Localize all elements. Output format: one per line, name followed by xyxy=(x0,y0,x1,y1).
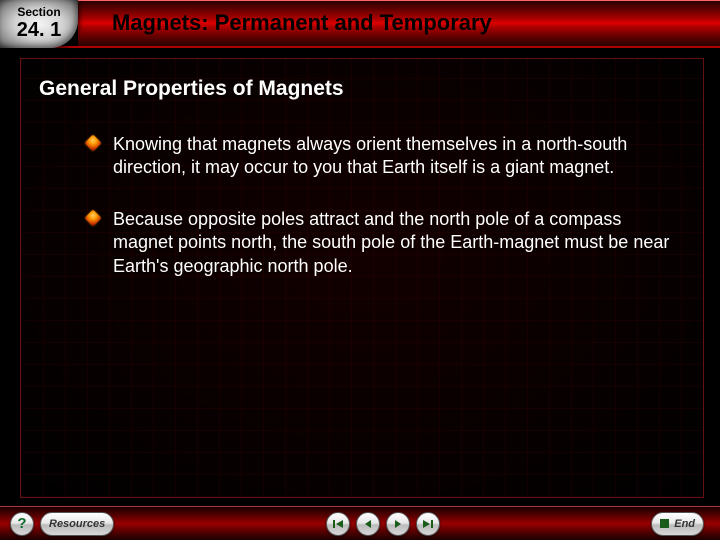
bullet-icon xyxy=(85,209,102,226)
title-bar: Magnets: Permanent and Temporary xyxy=(78,0,720,46)
bullet-icon xyxy=(85,135,102,152)
last-icon xyxy=(422,518,434,530)
bullet-text: Because opposite poles attract and the n… xyxy=(113,208,677,278)
resources-button[interactable]: Resources xyxy=(40,512,114,536)
resources-label: Resources xyxy=(49,518,105,530)
first-button[interactable] xyxy=(326,512,350,536)
section-badge: Section 24. 1 xyxy=(0,0,78,48)
prev-button[interactable] xyxy=(356,512,380,536)
bullet-list: Knowing that magnets always orient thems… xyxy=(37,133,677,278)
first-icon xyxy=(332,518,344,530)
content-panel: General Properties of Magnets Knowing th… xyxy=(20,58,704,498)
help-icon: ? xyxy=(17,515,26,532)
help-button[interactable]: ? xyxy=(10,512,34,536)
next-icon xyxy=(392,518,404,530)
end-button[interactable]: End xyxy=(651,512,704,536)
end-label: End xyxy=(674,518,695,530)
section-label: Section xyxy=(17,6,60,18)
header-bar: Section 24. 1 Magnets: Permanent and Tem… xyxy=(0,0,720,48)
list-item: Knowing that magnets always orient thems… xyxy=(37,133,677,180)
last-button[interactable] xyxy=(416,512,440,536)
bullet-text: Knowing that magnets always orient thems… xyxy=(113,133,677,180)
list-item: Because opposite poles attract and the n… xyxy=(37,208,677,278)
stop-icon xyxy=(660,519,669,528)
prev-icon xyxy=(362,518,374,530)
page-title: Magnets: Permanent and Temporary xyxy=(112,10,492,36)
content-subtitle: General Properties of Magnets xyxy=(39,77,677,101)
next-button[interactable] xyxy=(386,512,410,536)
section-number: 24. 1 xyxy=(17,18,61,42)
footer-nav: ? Resources End xyxy=(0,506,720,540)
